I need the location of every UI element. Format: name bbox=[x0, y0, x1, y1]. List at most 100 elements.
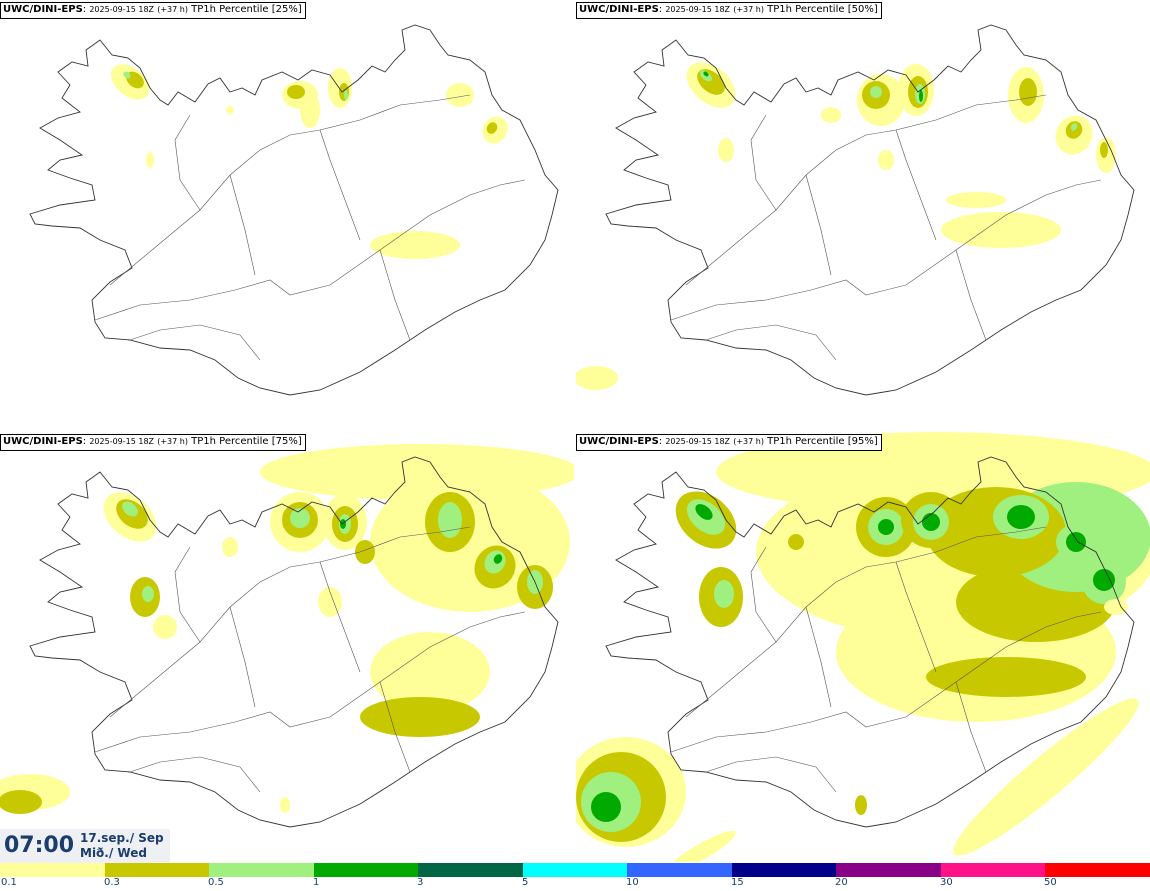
precip-area bbox=[222, 537, 238, 557]
colorbar-label: 0.1 bbox=[1, 877, 17, 888]
road-line bbox=[129, 324, 261, 361]
panel-title: UWC/DINI-EPS: 2025-09-15 18Z (+37 h) TP1… bbox=[0, 2, 306, 19]
colorbar-swatch bbox=[104, 863, 210, 877]
map-panel-p25: UWC/DINI-EPS: 2025-09-15 18Z (+37 h) TP1… bbox=[0, 0, 574, 430]
coastline bbox=[605, 456, 1135, 828]
precip-area bbox=[226, 106, 234, 114]
coastline bbox=[605, 24, 1135, 396]
precip-area bbox=[370, 231, 460, 259]
colorbar-swatch bbox=[418, 863, 523, 877]
precip-area bbox=[695, 504, 713, 520]
precip-area bbox=[153, 615, 177, 639]
panel-title: UWC/DINI-EPS: 2025-09-15 18Z (+37 h) TP1… bbox=[576, 434, 882, 451]
precip-area bbox=[941, 212, 1061, 248]
road-line bbox=[174, 546, 201, 643]
precip-area bbox=[1070, 123, 1078, 131]
precip-area bbox=[878, 150, 894, 170]
colorbar-label: 10 bbox=[626, 877, 639, 888]
run-time: 2025-09-15 18Z bbox=[665, 437, 731, 446]
road-line bbox=[670, 611, 1102, 753]
run-time: 2025-09-15 18Z bbox=[665, 5, 731, 14]
precip-area bbox=[142, 586, 154, 602]
precip-area bbox=[703, 71, 709, 77]
run-time: 2025-09-15 18Z bbox=[89, 437, 155, 446]
precip-area bbox=[1019, 78, 1037, 106]
precip-area bbox=[146, 152, 154, 168]
precip-area bbox=[287, 85, 305, 99]
road-line bbox=[955, 249, 987, 341]
lead-time: (+37 h) bbox=[733, 437, 764, 446]
colorbar-swatch bbox=[313, 863, 419, 877]
colorbar-label: 3 bbox=[417, 877, 424, 888]
colorbar-swatch bbox=[522, 863, 628, 877]
road-line bbox=[805, 174, 832, 276]
precip-area bbox=[718, 138, 734, 162]
field-name: TP1h Percentile bbox=[191, 436, 269, 447]
precip-area bbox=[946, 192, 1006, 208]
map-panel-p75: UWC/DINI-EPS: 2025-09-15 18Z (+37 h) TP1… bbox=[0, 432, 574, 862]
precip-area bbox=[1093, 569, 1115, 591]
model-name: UWC/DINI-EPS bbox=[3, 4, 83, 15]
precip-area bbox=[1066, 532, 1086, 552]
field-name: TP1h Percentile bbox=[767, 436, 845, 447]
road-line bbox=[805, 606, 832, 708]
precip-area bbox=[290, 508, 310, 528]
precip-area bbox=[438, 502, 462, 538]
valid-time: 07:00 bbox=[4, 833, 75, 858]
road-line bbox=[705, 756, 837, 793]
model-name: UWC/DINI-EPS bbox=[3, 436, 83, 447]
run-time: 2025-09-15 18Z bbox=[89, 5, 155, 14]
precip-area bbox=[344, 90, 348, 100]
colorbar-label: 5 bbox=[522, 877, 529, 888]
precip-map-p75 bbox=[0, 444, 574, 828]
road-line bbox=[129, 756, 261, 793]
precip-area bbox=[486, 122, 498, 134]
colorbar bbox=[0, 863, 1150, 877]
colorbar-swatch bbox=[209, 863, 314, 877]
precip-area bbox=[355, 540, 375, 564]
map-panel-p95: UWC/DINI-EPS: 2025-09-15 18Z (+37 h) TP1… bbox=[576, 432, 1150, 862]
percentile: [75%] bbox=[271, 436, 302, 447]
colorbar-label: 50 bbox=[1044, 877, 1057, 888]
panel-title: UWC/DINI-EPS: 2025-09-15 18Z (+37 h) TP1… bbox=[0, 434, 306, 451]
precip-area bbox=[360, 697, 480, 737]
road-line bbox=[319, 561, 361, 673]
road-line bbox=[379, 681, 411, 773]
precip-area bbox=[280, 797, 290, 813]
colorbar-swatch bbox=[0, 863, 105, 877]
field-name: TP1h Percentile bbox=[191, 4, 269, 15]
road-line bbox=[94, 179, 526, 321]
precip-area bbox=[821, 107, 841, 123]
road-line bbox=[955, 681, 987, 773]
percentile: [50%] bbox=[847, 4, 878, 15]
road-line bbox=[685, 94, 1047, 286]
precip-area bbox=[1100, 142, 1108, 158]
model-name: UWC/DINI-EPS bbox=[579, 436, 659, 447]
colorbar-labels: 0.1 0.3 0.5 1 3 5 10 15 20 30 50 bbox=[0, 877, 1150, 891]
road-line bbox=[109, 526, 471, 718]
precip-area bbox=[926, 657, 1086, 697]
precip-area bbox=[1007, 505, 1035, 529]
precip-area bbox=[788, 534, 804, 550]
road-line bbox=[750, 114, 777, 211]
coastline bbox=[29, 456, 559, 828]
map-panel-p50: UWC/DINI-EPS: 2025-09-15 18Z (+37 h) TP1… bbox=[576, 0, 1150, 430]
colorbar-label: 20 bbox=[835, 877, 848, 888]
valid-time-box: 07:00 17.sep./ Sep Mið./ Wed bbox=[0, 829, 170, 863]
precip-area bbox=[318, 587, 342, 617]
road-line bbox=[109, 94, 471, 286]
road-line bbox=[174, 114, 201, 211]
panel-title: UWC/DINI-EPS: 2025-09-15 18Z (+37 h) TP1… bbox=[576, 2, 882, 19]
precip-area bbox=[300, 92, 320, 128]
road-line bbox=[379, 249, 411, 341]
precip-area bbox=[878, 519, 894, 535]
road-line bbox=[685, 526, 1047, 718]
colorbar-label: 15 bbox=[731, 877, 744, 888]
colorbar-label: 0.5 bbox=[208, 877, 224, 888]
lead-time: (+37 h) bbox=[157, 437, 188, 446]
percentile: [25%] bbox=[271, 4, 302, 15]
precip-area bbox=[855, 795, 867, 815]
colorbar-label: 30 bbox=[940, 877, 953, 888]
colorbar-swatch bbox=[836, 863, 941, 877]
valid-weekday: Mið./ Wed bbox=[80, 846, 147, 860]
